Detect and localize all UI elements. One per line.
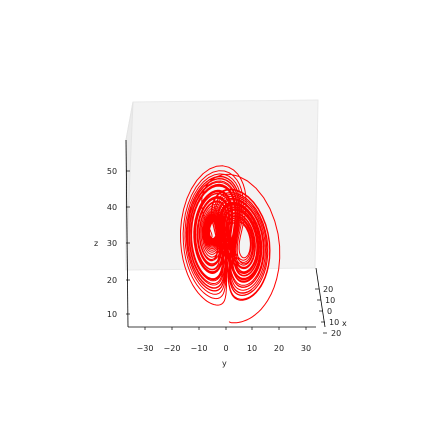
- y-tick-label: 30: [301, 344, 311, 353]
- x-tick-label: 20: [331, 329, 341, 338]
- y-tick-label: 10: [247, 344, 257, 353]
- x-tick-label: 10: [325, 296, 335, 305]
- y-tick-label: −20: [164, 344, 181, 353]
- y-tick-label: −10: [191, 344, 208, 353]
- z-axis-label: z: [94, 239, 98, 248]
- z-tick-label: 40: [107, 203, 117, 212]
- z-tick-label: 50: [107, 167, 117, 176]
- x-tick-label: 10: [329, 318, 339, 327]
- x-axis-ticks: 20 10 0 10 20: [315, 285, 341, 338]
- x-axis-label: x: [342, 319, 347, 328]
- z-tick-label: 20: [107, 276, 117, 285]
- z-tick-label: 10: [107, 310, 117, 319]
- z-axis-ticks: 10 20 30 40 50: [107, 167, 130, 319]
- z-tick-label: 30: [107, 239, 117, 248]
- y-axis-ticks: −30 −20 −10 0 10 20 30: [137, 327, 311, 353]
- x-axis-line: [315, 267, 326, 328]
- y-tick-label: −30: [137, 344, 154, 353]
- side-pane: [125, 101, 134, 271]
- lorenz-trajectory: [180, 165, 281, 324]
- y-tick-label: 0: [223, 344, 228, 353]
- x-tick-label: 0: [327, 307, 332, 316]
- y-axis-label: y: [222, 359, 227, 368]
- y-tick-label: 20: [274, 344, 284, 353]
- x-tick-label: 20: [323, 285, 333, 294]
